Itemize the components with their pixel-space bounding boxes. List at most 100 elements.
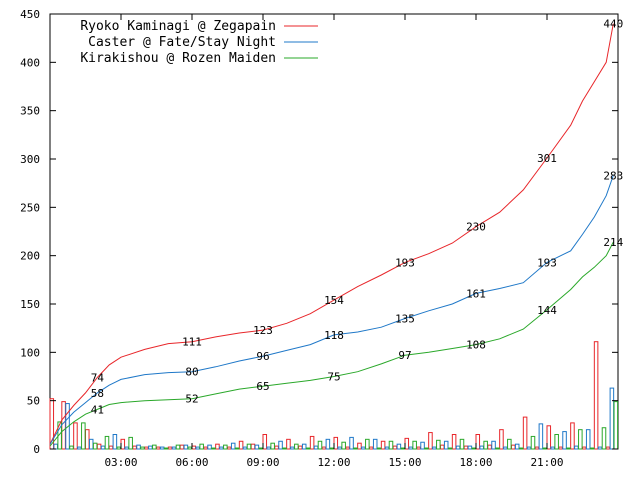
hourly-bar [412,440,417,450]
hourly-bar [250,443,256,450]
legend-entry-label: Caster @ Fate/Stay Night [88,35,276,50]
hourly-bar [144,446,149,450]
hourly-bar [357,442,362,450]
hourly-bar [530,435,536,450]
hourly-bar [550,446,555,450]
series-line [49,23,614,445]
hourly-bar [211,447,216,450]
hourly-bar [278,440,283,450]
point-label: 108 [466,339,486,352]
hourly-bar [408,446,413,450]
x-tick-label: 12:00 [317,456,350,469]
hourly-bar [424,447,429,450]
point-label: 214 [603,236,623,249]
hourly-bar [495,447,500,450]
hourly-bar [148,445,153,450]
hourly-bar [605,446,611,450]
hourly-bar [522,416,528,450]
hourly-bar [124,446,129,450]
hourly-bar [499,429,504,450]
hourly-bars [49,341,619,450]
hourly-bar [159,446,165,450]
axes: 0 50 100 150 200 250 300 350 400 450 03:00 06:00 09:… [20,8,618,469]
legend-entry-label: Kirakishou @ Rozen Maiden [80,51,276,66]
hourly-bar [207,444,212,450]
hourly-bar [92,442,98,450]
hourly-bar [345,446,350,450]
hourly-bar [613,401,619,450]
point-label: 123 [253,324,273,337]
point-label: 111 [182,336,202,349]
hourly-bar [463,445,469,450]
hourly-bar [507,438,512,450]
point-label: 135 [395,313,415,326]
hourly-bar [163,447,169,450]
hourly-bar [479,445,484,450]
series-line [49,175,614,445]
point-label: 58 [91,387,104,400]
y-tick-label: 100 [20,346,40,359]
point-label: 97 [398,349,411,362]
hourly-bar [349,436,354,450]
hourly-bar [108,445,114,450]
hourly-bar [337,446,342,450]
point-label: 80 [185,366,198,379]
hourly-bar [443,440,449,450]
hourly-bar [341,441,346,450]
hourly-bar [238,440,244,450]
hourly-bar [219,446,224,450]
hourly-bar [471,447,477,450]
hourly-bar [53,443,58,450]
point-label: 230 [466,221,486,234]
hourly-bar [136,444,141,450]
hourly-bar [436,439,441,450]
y-tick-label: 400 [20,56,40,69]
plot-frame [49,13,619,450]
hourly-bar [282,447,287,450]
hourly-bar [574,445,579,450]
hourly-bar [361,446,366,450]
y-tick-label: 50 [27,395,40,408]
point-label: 301 [537,152,557,165]
point-label: 65 [256,380,269,393]
hourly-bar [376,447,382,450]
hourly-bar [455,445,461,450]
hourly-bar [77,446,82,450]
hourly-bar [61,401,66,450]
hourly-bar [104,435,110,450]
hourly-bar [589,447,595,450]
hourly-bar [384,446,390,450]
hourly-bar [566,447,571,450]
hourly-bar [167,446,173,450]
point-label: 41 [91,403,104,416]
point-label: 144 [537,304,557,317]
hourly-bar [467,445,473,450]
hourly-bar [171,446,177,450]
hourly-bar [230,442,236,450]
hourly-bar [227,446,232,450]
hourly-bar [534,446,540,450]
hourly-bar [309,435,315,450]
x-tick-label: 18:00 [459,456,492,469]
hourly-bar [542,447,548,450]
hourly-bar [459,438,465,450]
hourly-bar [447,447,453,450]
hourly-bar [152,444,157,450]
hourly-bar [195,446,200,450]
hourly-bar [274,445,279,450]
hourly-bar [388,440,394,450]
x-tick-label: 15:00 [388,456,421,469]
hourly-bar [392,445,398,450]
hourly-bar [73,422,78,450]
hourly-bar [116,446,122,450]
hourly-bar [266,446,271,450]
point-label: 193 [395,256,415,269]
y-tick-label: 250 [20,201,40,214]
hourly-bar [223,444,228,450]
point-label: 283 [603,169,623,182]
hourly-bar [593,341,599,450]
hourly-bar [203,446,208,450]
hourly-bar [262,434,268,450]
point-label: 75 [327,371,340,384]
